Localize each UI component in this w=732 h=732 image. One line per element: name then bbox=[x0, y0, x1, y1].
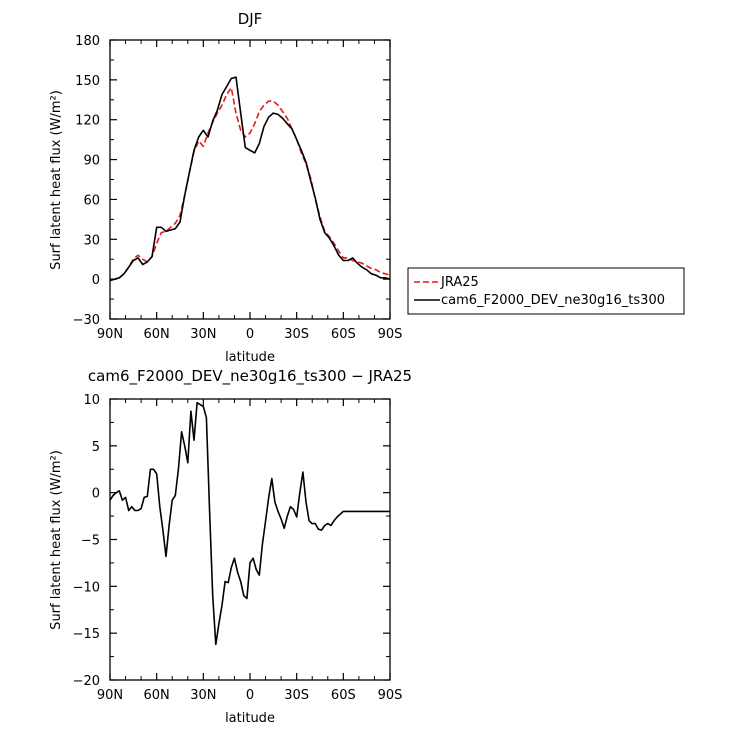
top-chart-y-tick-label: 120 bbox=[75, 114, 100, 129]
top-chart-series-line-0 bbox=[109, 87, 391, 282]
top-chart-y-tick-label: 150 bbox=[75, 74, 100, 89]
bottom-chart-y-axis-label: Surf latent heat flux (W/m²) bbox=[49, 450, 64, 630]
legend-label-cam6: cam6_F2000_DEV_ne30g16_ts300 bbox=[441, 293, 665, 308]
bottom-chart-x-tick-label: 60N bbox=[144, 688, 170, 703]
top-chart-x-tick-label: 60N bbox=[144, 327, 170, 342]
legend-box bbox=[407, 267, 685, 315]
bottom-chart-x-axis-label: latitude bbox=[225, 711, 275, 726]
bottom-chart-y-tick-label: −15 bbox=[73, 627, 100, 642]
top-chart-title: DJF bbox=[238, 10, 263, 28]
top-chart-y-axis-label: Surf latent heat flux (W/m²) bbox=[49, 90, 64, 270]
top-chart-y-tick-label: 180 bbox=[75, 34, 100, 49]
top-chart-y-tick-label: 90 bbox=[83, 154, 100, 169]
bottom-chart-y-tick-label: −5 bbox=[81, 534, 100, 549]
top-chart-x-tick-label: 60S bbox=[331, 327, 356, 342]
bottom-chart-plot-frame bbox=[109, 398, 391, 681]
top-chart-series-line-1 bbox=[109, 76, 391, 282]
top-chart-plot-frame bbox=[109, 39, 391, 320]
bottom-chart-y-tick-label: 0 bbox=[92, 487, 100, 502]
bottom-chart-x-tick-label: 0 bbox=[246, 688, 254, 703]
top-chart-x-tick-label: 30S bbox=[284, 327, 309, 342]
bottom-chart-x-tick-label: 60S bbox=[331, 688, 356, 703]
top-chart-y-tick-label: 30 bbox=[83, 233, 100, 248]
bottom-chart-y-tick-label: 5 bbox=[92, 440, 100, 455]
bottom-chart-x-tick-label: 30S bbox=[284, 688, 309, 703]
bottom-chart-y-tick-label: −10 bbox=[73, 580, 100, 595]
top-chart-y-tick-label: 0 bbox=[92, 273, 100, 288]
bottom-chart-x-tick-label: 90S bbox=[378, 688, 403, 703]
bottom-chart-series-line-0 bbox=[109, 401, 390, 646]
bottom-chart-title: cam6_F2000_DEV_ne30g16_ts300 − JRA25 bbox=[88, 367, 412, 386]
legend: JRA25 cam6_F2000_DEV_ne30g16_ts300 bbox=[407, 267, 685, 315]
top-chart-y-tick-label: −30 bbox=[73, 313, 100, 328]
top-chart-y-tick-label: 60 bbox=[83, 193, 100, 208]
bottom-chart-y-tick-label: −20 bbox=[73, 674, 100, 689]
bottom-chart-x-tick-label: 30N bbox=[190, 688, 216, 703]
top-chart-x-tick-label: 30N bbox=[190, 327, 216, 342]
bottom-chart-x-tick-label: 90N bbox=[97, 688, 123, 703]
top-chart-x-axis-label: latitude bbox=[225, 350, 275, 365]
top-chart-x-tick-label: 90S bbox=[378, 327, 403, 342]
top-chart-x-tick-label: 0 bbox=[246, 327, 254, 342]
top-chart: DJF Surf latent heat flux (W/m²) latitud… bbox=[49, 10, 402, 365]
top-chart-x-tick-label: 90N bbox=[97, 327, 123, 342]
bottom-chart: cam6_F2000_DEV_ne30g16_ts300 − JRA25 Sur… bbox=[49, 367, 412, 726]
bottom-chart-y-tick-label: 10 bbox=[83, 393, 100, 408]
legend-label-jra25: JRA25 bbox=[440, 275, 479, 290]
